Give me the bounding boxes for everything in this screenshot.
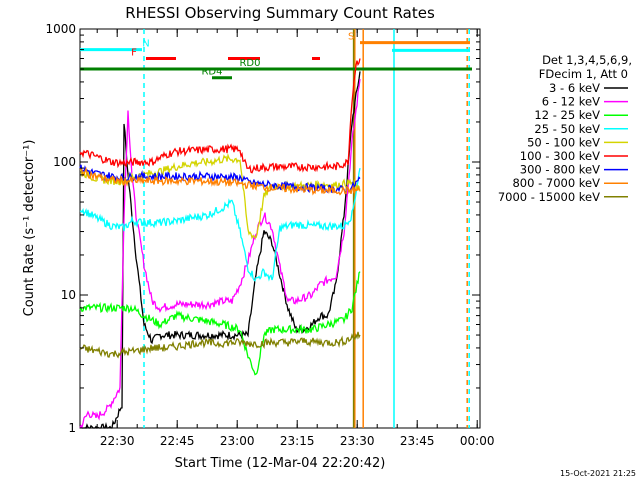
plot-frame: [79, 28, 481, 429]
y-tick-label: 1000: [45, 22, 76, 36]
legend: Det 1,3,4,5,6,9, FDecim 1, Att 0 3 - 6 k…: [498, 53, 632, 204]
chart-title: RHESSI Observing Summary Count Rates: [125, 4, 435, 22]
flag-label: N: [142, 39, 149, 50]
flag-label: F: [131, 48, 137, 59]
flag-bars: NF RD0 RD4 S: [80, 32, 472, 80]
x-axis-title: Start Time (12-Mar-04 22:20:42): [175, 456, 386, 471]
series-line: [79, 271, 361, 376]
legend-label: 800 - 7000 keV: [512, 176, 600, 190]
legend-label: 12 - 25 keV: [534, 108, 600, 122]
y-tick-label: 1: [68, 421, 76, 435]
y-axis: 1 10 100 1000: [45, 22, 480, 435]
x-tick-label: 23:45: [400, 434, 435, 448]
series-line: [79, 331, 361, 359]
x-tick-label: 00:00: [460, 434, 495, 448]
y-tick-label: 100: [53, 155, 76, 169]
legend-label: 100 - 300 keV: [520, 149, 600, 163]
generation-timestamp: 15-Oct-2021 21:25: [560, 469, 636, 478]
vertical-markers: [143, 29, 470, 428]
x-tick-label: 23:00: [220, 434, 255, 448]
x-tick-label: 23:15: [280, 434, 315, 448]
y-axis-title: Count Rate (s⁻¹ detector⁻¹): [22, 140, 37, 317]
x-axis: 22:30 22:45 23:00 23:15 23:30 23:45 00:00: [96, 29, 495, 448]
series-line: [79, 71, 361, 429]
legend-label: 300 - 800 keV: [520, 163, 600, 177]
series-line: [79, 79, 361, 429]
flag-label: S: [348, 32, 354, 43]
series-line: [79, 58, 361, 174]
legend-label: 6 - 12 keV: [542, 95, 600, 109]
plot-border: [79, 28, 481, 429]
legend-header-line-1: Det 1,3,4,5,6,9,: [542, 53, 632, 67]
series-line: [79, 164, 361, 194]
x-tick-label: 23:30: [340, 434, 375, 448]
x-tick-label: 22:30: [100, 434, 135, 448]
legend-label: 7000 - 15000 keV: [498, 190, 600, 204]
flag-label: RD4: [201, 67, 222, 78]
x-tick-label: 22:45: [160, 434, 195, 448]
flag-label: RD0: [239, 58, 260, 69]
data-series: [79, 58, 361, 429]
series-line: [79, 166, 361, 196]
series-line: [79, 167, 361, 282]
legend-header-line-2: FDecim 1, Att 0: [539, 67, 628, 81]
legend-label: 50 - 100 keV: [527, 135, 600, 149]
legend-label: 3 - 6 keV: [549, 81, 600, 95]
y-tick-label: 10: [61, 288, 76, 302]
legend-label: 25 - 50 keV: [534, 122, 600, 136]
